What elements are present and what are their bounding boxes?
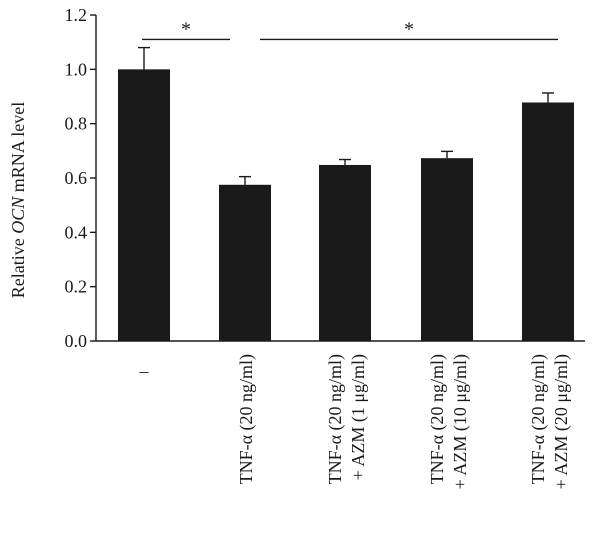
- bar: [219, 184, 271, 341]
- bar: [118, 69, 170, 341]
- x-category-label-line2: + AZM (1 μg/ml): [348, 354, 369, 480]
- x-category-label-line2: + AZM (20 μg/ml): [551, 354, 572, 489]
- x-axis: – TNF-α (20 ng/ml) TNF-α (20 ng/ml) + AZM (…: [96, 340, 585, 489]
- x-category-label-line1: TNF-α (20 ng/ml): [325, 354, 346, 484]
- x-category-label: –: [139, 361, 150, 381]
- y-tick-label: 1.0: [65, 59, 88, 79]
- significance-marker: *: [181, 18, 191, 40]
- y-tick-label: 0.0: [65, 331, 88, 351]
- y-tick-label: 0.4: [65, 222, 88, 242]
- y-tick-label: 0.8: [65, 114, 88, 134]
- x-category-label: TNF-α (20 ng/ml): [236, 354, 257, 484]
- y-axis-label: Relative OCN mRNA level: [8, 102, 28, 299]
- bar: [421, 158, 473, 341]
- x-category-label-line1: TNF-α (20 ng/ml): [427, 354, 448, 484]
- x-category-label-line2: + AZM (10 μg/ml): [450, 354, 471, 489]
- y-axis-label-suffix: mRNA level: [8, 102, 28, 197]
- bar: [522, 102, 574, 341]
- significance-brackets: * *: [142, 18, 558, 40]
- significance-marker: *: [404, 18, 414, 40]
- y-tick-label: 1.2: [65, 5, 88, 25]
- y-axis-label-gene: OCN: [8, 196, 28, 234]
- y-tick-label: 0.6: [65, 168, 88, 188]
- bars: [118, 46, 574, 341]
- x-category-label-line1: TNF-α (20 ng/ml): [528, 354, 549, 484]
- y-axis: 0.0 0.2 0.4 0.6 0.8 1.0 1.2: [65, 5, 97, 351]
- y-tick-label: 0.2: [65, 277, 88, 297]
- bar: [319, 164, 371, 341]
- y-axis-label-prefix: Relative: [8, 234, 28, 298]
